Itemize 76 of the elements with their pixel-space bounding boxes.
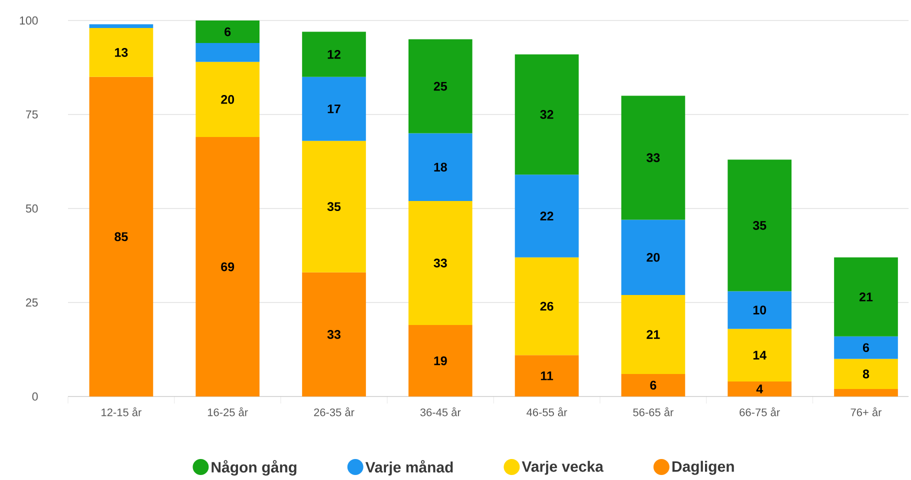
data-label: 17 xyxy=(328,104,340,114)
data-label: 25 xyxy=(434,82,448,91)
bar xyxy=(302,32,366,77)
data-label: 85 xyxy=(114,232,128,242)
bar xyxy=(196,62,260,138)
x-tick-label: 16-25 år xyxy=(208,407,248,416)
data-label: 21 xyxy=(646,330,660,339)
bar xyxy=(196,137,260,396)
bar xyxy=(408,39,472,134)
bar xyxy=(621,96,686,220)
data-label: 33 xyxy=(434,258,447,268)
legend-label: Varje vecka xyxy=(522,460,604,475)
x-tick-label: 76+ år xyxy=(850,407,882,416)
x-tick-label: 26-35 år xyxy=(314,407,354,416)
data-label: 33 xyxy=(327,330,340,339)
data-label: 21 xyxy=(859,292,873,302)
bar xyxy=(302,140,366,272)
x-tick-label: 46-55 år xyxy=(526,407,568,416)
legend-label: Varje månad xyxy=(365,460,453,476)
data-label: 18 xyxy=(434,162,447,172)
bar xyxy=(621,374,686,396)
data-label: 13 xyxy=(115,48,128,57)
data-label: 10 xyxy=(753,306,766,314)
data-label: 35 xyxy=(327,202,341,212)
bar xyxy=(834,336,898,359)
bar xyxy=(408,200,472,326)
bar xyxy=(408,133,472,201)
bar xyxy=(514,257,579,356)
data-label: 20 xyxy=(646,252,660,262)
data-label: 35 xyxy=(752,220,766,230)
x-tick-label: 36-45 år xyxy=(420,407,461,416)
bar xyxy=(89,24,154,28)
bar xyxy=(834,257,898,336)
y-tick-label: 75 xyxy=(26,110,38,119)
y-tick-label: 50 xyxy=(26,204,38,213)
bar xyxy=(834,388,898,396)
data-label: 20 xyxy=(221,95,234,104)
data-label: 6 xyxy=(650,380,656,390)
bar xyxy=(834,358,898,389)
y-tick-label: 100 xyxy=(20,16,38,25)
bar xyxy=(728,160,792,292)
data-label: 14 xyxy=(753,350,766,360)
bar xyxy=(514,355,579,396)
x-tick-label: 66-75 år xyxy=(740,407,780,416)
bar xyxy=(196,43,260,62)
bar xyxy=(514,54,579,175)
bar xyxy=(89,76,154,396)
data-label: 6 xyxy=(862,343,870,352)
legend-label: Dagligen xyxy=(672,460,734,475)
data-label: 11 xyxy=(540,372,554,380)
x-tick-label: 56-65 år xyxy=(633,407,674,416)
data-label: 22 xyxy=(540,212,554,220)
bar xyxy=(728,381,792,396)
data-label: 6 xyxy=(224,27,231,36)
bar xyxy=(514,174,579,258)
y-tick-label: 25 xyxy=(26,298,38,307)
bar xyxy=(621,294,686,374)
x-tick-label: 12-15 år xyxy=(102,407,142,416)
bar xyxy=(302,272,366,396)
data-label: 26 xyxy=(540,302,554,311)
bar xyxy=(89,28,154,77)
data-label: 4 xyxy=(756,384,764,394)
bar xyxy=(728,291,792,329)
data-label: 32 xyxy=(540,110,554,119)
data-label: 8 xyxy=(862,370,870,378)
y-tick-label: 0 xyxy=(32,392,38,401)
data-label: 33 xyxy=(646,153,660,162)
bar xyxy=(302,76,366,141)
bar xyxy=(196,20,260,44)
bar xyxy=(728,328,792,382)
data-label: 69 xyxy=(221,262,234,272)
legend-label: Någon gång xyxy=(212,460,296,476)
data-label: 12 xyxy=(328,50,340,59)
data-label: 19 xyxy=(434,356,447,366)
bar xyxy=(408,325,472,396)
bar xyxy=(621,220,686,295)
